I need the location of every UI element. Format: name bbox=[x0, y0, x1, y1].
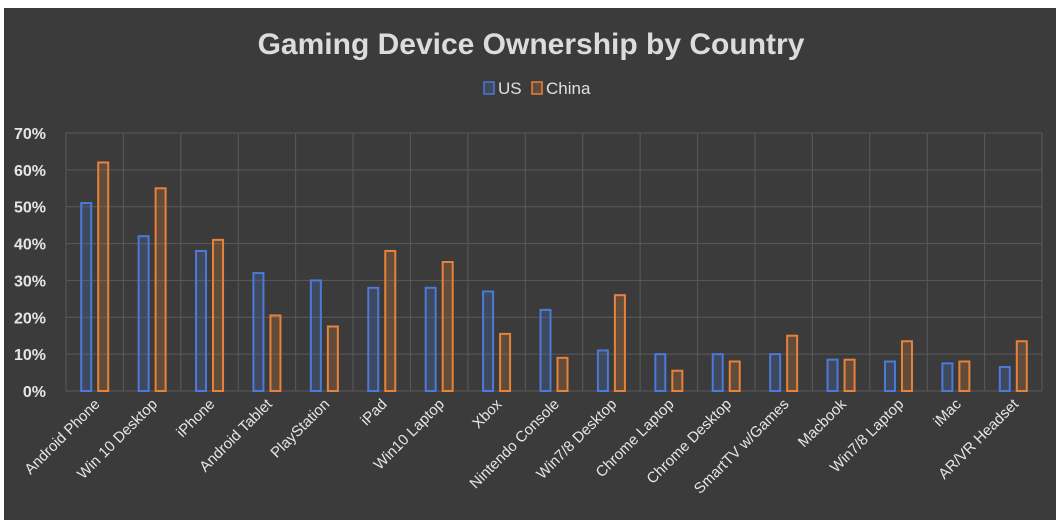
y-tick-label: 60% bbox=[14, 163, 46, 180]
y-tick-label: 30% bbox=[14, 273, 46, 290]
y-tick-label: 20% bbox=[14, 310, 46, 327]
bar-china-16 bbox=[1015, 340, 1028, 392]
y-tick-label: 50% bbox=[14, 200, 46, 217]
chart-frame: Gaming Device Ownership by Country US Chi… bbox=[4, 8, 1056, 520]
legend-label-us: US bbox=[498, 79, 522, 98]
x-tick-label: iPhone bbox=[173, 396, 218, 441]
legend-swatch-us bbox=[483, 81, 495, 95]
bar-china-9 bbox=[613, 294, 626, 392]
bar-us-0 bbox=[80, 202, 93, 392]
bar-china-11 bbox=[728, 360, 741, 392]
x-tick-label: iMac bbox=[930, 395, 965, 430]
bar-china-10 bbox=[671, 369, 684, 393]
bar-china-2 bbox=[212, 238, 225, 392]
bar-china-3 bbox=[269, 314, 282, 393]
bar-us-1 bbox=[137, 235, 150, 392]
y-tick-label: 40% bbox=[14, 237, 46, 254]
bar-us-9 bbox=[596, 349, 609, 393]
chart-title: Gaming Device Ownership by Country bbox=[258, 28, 805, 61]
x-tick-label: Macbook bbox=[795, 395, 850, 450]
bar-us-15 bbox=[941, 362, 954, 393]
y-tick-label: 0% bbox=[23, 384, 46, 401]
y-tick-label: 10% bbox=[14, 347, 46, 364]
bar-us-16 bbox=[998, 366, 1011, 392]
bar-china-13 bbox=[843, 358, 856, 392]
bar-china-8 bbox=[556, 356, 569, 393]
x-tick-label: iPad bbox=[357, 396, 390, 429]
bar-us-6 bbox=[424, 286, 437, 392]
x-tick-label: Xbox bbox=[469, 395, 506, 432]
bar-china-7 bbox=[499, 332, 512, 392]
bar-us-8 bbox=[539, 308, 552, 392]
bar-us-7 bbox=[482, 290, 495, 392]
bar-china-14 bbox=[900, 340, 913, 392]
x-tick-label: PlayStation bbox=[267, 396, 333, 462]
bar-us-3 bbox=[252, 272, 265, 392]
x-tick-label: SmartTV w/Games bbox=[691, 396, 793, 498]
bar-us-14 bbox=[883, 360, 896, 392]
bar-us-10 bbox=[654, 353, 667, 392]
bar-china-12 bbox=[786, 334, 799, 393]
bar-us-5 bbox=[367, 286, 380, 392]
bar-chart: Gaming Device Ownership by Country US Chi… bbox=[14, 28, 1043, 498]
bar-us-11 bbox=[711, 353, 724, 392]
bar-us-4 bbox=[309, 279, 322, 392]
legend-swatch-china bbox=[531, 81, 543, 95]
bar-china-4 bbox=[326, 325, 339, 392]
bar-us-2 bbox=[195, 249, 208, 392]
bar-us-13 bbox=[826, 358, 839, 392]
bar-china-6 bbox=[441, 261, 454, 392]
bar-china-15 bbox=[958, 360, 971, 392]
y-tick-label: 70% bbox=[14, 126, 46, 143]
bar-us-12 bbox=[769, 353, 782, 392]
legend-label-china: China bbox=[546, 79, 591, 98]
bar-china-1 bbox=[154, 187, 167, 392]
bar-china-5 bbox=[384, 249, 397, 392]
legend: US China bbox=[483, 79, 591, 98]
bar-china-0 bbox=[97, 161, 110, 392]
